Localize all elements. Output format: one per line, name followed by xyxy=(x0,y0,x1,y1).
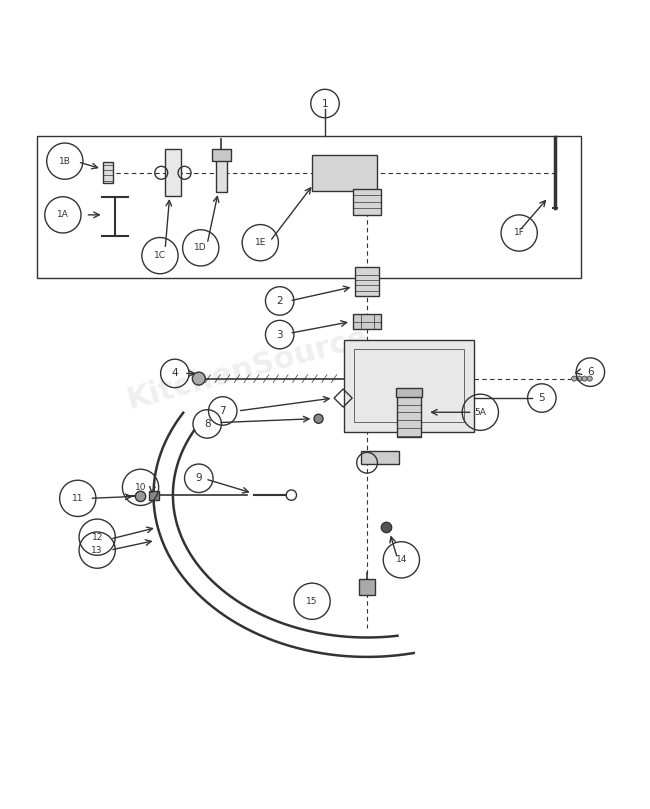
Bar xyxy=(103,163,113,183)
Text: 1B: 1B xyxy=(59,157,71,166)
Text: 1C: 1C xyxy=(154,251,166,260)
Text: 8: 8 xyxy=(204,419,211,429)
Text: 1: 1 xyxy=(322,99,328,108)
Circle shape xyxy=(382,523,392,532)
Text: 3: 3 xyxy=(276,329,283,340)
Bar xyxy=(37,136,580,278)
Circle shape xyxy=(582,376,587,381)
Circle shape xyxy=(192,372,205,385)
Bar xyxy=(354,349,464,422)
Circle shape xyxy=(587,376,592,381)
Bar xyxy=(353,314,382,329)
Text: 14: 14 xyxy=(396,555,407,565)
Circle shape xyxy=(314,414,323,423)
Text: 15: 15 xyxy=(306,597,318,606)
Text: 1F: 1F xyxy=(514,228,525,238)
Bar xyxy=(356,267,379,296)
Bar xyxy=(361,451,400,464)
Text: 1A: 1A xyxy=(57,210,69,219)
Text: 9: 9 xyxy=(196,473,202,483)
Text: 12: 12 xyxy=(92,532,103,542)
Text: 6: 6 xyxy=(587,367,593,377)
Circle shape xyxy=(135,491,146,502)
Bar xyxy=(344,340,474,432)
Text: 2: 2 xyxy=(276,296,283,306)
Text: KitchenSource: KitchenSource xyxy=(124,323,371,415)
Text: 1E: 1E xyxy=(255,238,266,248)
Bar xyxy=(165,150,181,196)
Bar xyxy=(213,150,231,161)
Text: 7: 7 xyxy=(220,406,226,416)
Bar xyxy=(312,155,377,191)
Circle shape xyxy=(577,376,582,381)
Bar xyxy=(216,154,227,193)
Text: 5: 5 xyxy=(538,393,545,403)
Bar xyxy=(396,388,422,396)
Text: 4: 4 xyxy=(172,368,178,379)
Bar xyxy=(359,579,375,595)
Text: 5A: 5A xyxy=(474,408,486,417)
FancyArrowPatch shape xyxy=(218,149,220,151)
Text: 11: 11 xyxy=(72,493,83,503)
Text: 1D: 1D xyxy=(194,244,207,252)
Bar xyxy=(353,189,382,215)
Bar xyxy=(398,395,421,437)
Text: 10: 10 xyxy=(135,483,146,492)
Text: 13: 13 xyxy=(92,545,103,555)
Bar xyxy=(149,490,159,500)
Circle shape xyxy=(571,376,577,381)
